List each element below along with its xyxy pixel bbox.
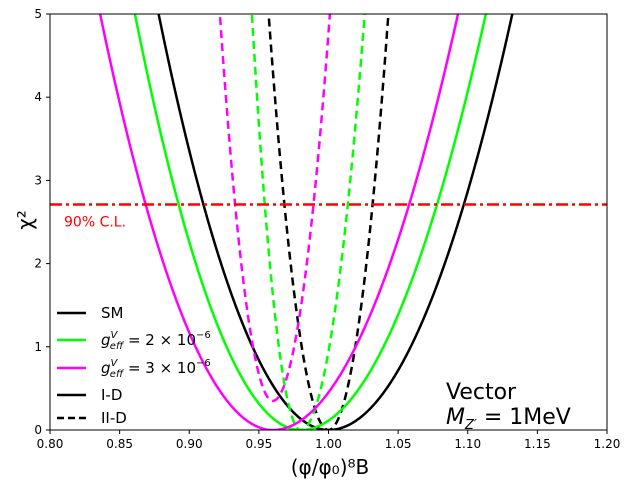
cl-90-label: 90% C.L. xyxy=(64,215,126,231)
x-tick-label: 1.15 xyxy=(524,437,551,451)
y-tick-label: 4 xyxy=(34,90,42,104)
annotation-mass-value: = 1MeV xyxy=(477,405,571,430)
annotation-vector: Vector xyxy=(446,380,517,405)
annotation-mass-sub: Z′ xyxy=(464,418,477,433)
legend-label: gV eff = 3 × 10−6 xyxy=(101,358,211,380)
y-tick-label: 0 xyxy=(34,423,42,437)
legend-label: gV eff = 2 × 10−6 xyxy=(101,330,211,352)
legend-label: II-D xyxy=(101,409,127,427)
y-tick-label: 1 xyxy=(34,340,42,354)
x-tick-label: 1.20 xyxy=(594,437,621,451)
x-axis-title: (φ/φ₀)⁸B xyxy=(291,455,370,479)
series-curve-5 xyxy=(218,14,332,403)
x-tick-label: 1.05 xyxy=(385,437,412,451)
legend: SM gV eff = 2 × 10−6 gV eff = 3 × 10−6 I-D II-… xyxy=(57,304,211,427)
legend-label: I-D xyxy=(101,386,122,404)
x-tick-label: 1.10 xyxy=(454,437,481,451)
y-tick-label: 2 xyxy=(34,257,42,271)
series-curve-0 xyxy=(157,14,514,430)
y-axis-ticks: 0 1 2 3 4 5 xyxy=(34,7,50,437)
y-tick-label: 3 xyxy=(34,173,42,187)
x-axis-ticks: 0.80 0.85 0.90 0.95 1.00 1.05 1.10 1.15 1.20 xyxy=(37,430,621,451)
series-curve-1 xyxy=(267,14,390,430)
x-tick-label: 0.80 xyxy=(37,437,64,451)
annotation-mass: MZ′ = 1MeV xyxy=(446,405,571,433)
x-tick-label: 1.00 xyxy=(315,437,342,451)
y-axis-title: χ² xyxy=(13,210,37,230)
legend-label: SM xyxy=(101,304,123,322)
annotation-mass-symbol: M xyxy=(446,405,465,430)
y-tick-label: 5 xyxy=(34,7,42,21)
x-tick-label: 0.85 xyxy=(106,437,133,451)
x-tick-label: 0.95 xyxy=(246,437,273,451)
series-curve-3 xyxy=(250,14,366,430)
x-tick-label: 0.90 xyxy=(176,437,203,451)
